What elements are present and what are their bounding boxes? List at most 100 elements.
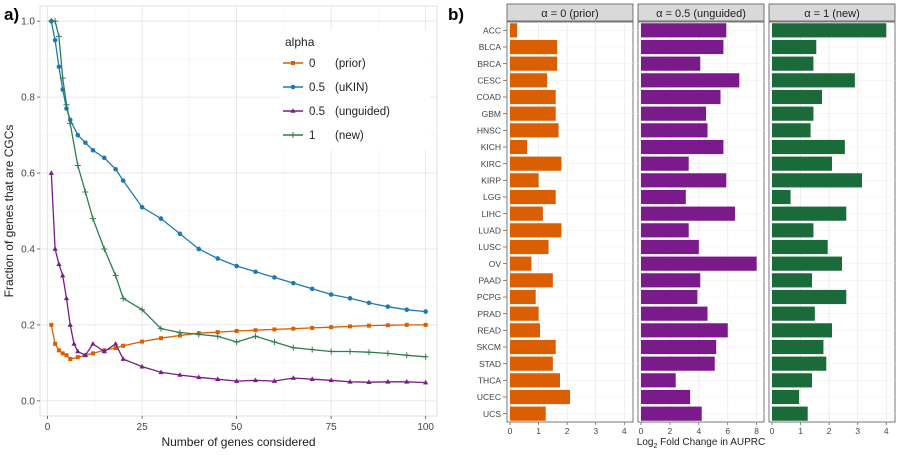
data-point-marker [60, 351, 65, 356]
data-point-marker [68, 357, 73, 362]
bar-pcpg [510, 289, 536, 305]
bar-ucec [510, 389, 570, 405]
legend-background [280, 30, 430, 150]
bar-gbm [510, 106, 556, 121]
data-point-marker [234, 378, 240, 383]
data-point-marker [56, 64, 62, 70]
data-point-marker [63, 101, 70, 108]
legend-key: 0 [309, 58, 315, 70]
legend-label: (new) [335, 130, 364, 142]
category-label: LUSC [478, 242, 501, 252]
facet-panel [506, 21, 634, 423]
bar-ov [641, 256, 757, 271]
data-point-marker [215, 256, 221, 261]
data-point-marker [404, 379, 410, 384]
data-point-marker [83, 140, 88, 145]
category-label: BRCA [477, 59, 501, 69]
bar-stad [641, 356, 715, 371]
data-point-marker [271, 378, 278, 383]
data-point-marker [196, 246, 202, 252]
bar-gbm [641, 106, 707, 121]
data-point-marker [347, 348, 354, 355]
category-label: COAD [476, 92, 501, 102]
data-point-marker [140, 339, 145, 344]
data-point-marker [404, 307, 410, 313]
data-point-marker [90, 341, 96, 346]
data-point-marker [112, 272, 119, 279]
bar-lusc [772, 239, 828, 255]
y-tick-label: 0.6 [21, 169, 35, 180]
x-tick-label: 1 [536, 426, 541, 436]
data-point-marker [309, 286, 315, 292]
data-point-marker [290, 344, 297, 351]
x-tick-label: 75 [326, 422, 338, 433]
x-tick-label: 4 [622, 426, 627, 436]
data-point-marker [309, 346, 316, 353]
data-point-marker [89, 215, 96, 222]
facet-title: α = 0.5 (unguided) [656, 8, 746, 20]
data-point-marker [253, 269, 258, 275]
data-point-marker [290, 108, 296, 113]
data-point-marker [82, 189, 89, 196]
x-tick-label: 25 [137, 422, 149, 433]
facet-title: α = 1 (new) [804, 8, 860, 20]
data-point-marker [214, 333, 221, 340]
data-point-marker [252, 333, 259, 340]
facet-strip [768, 3, 896, 22]
category-label: PRAD [477, 309, 501, 319]
y-tick-label: 0.4 [21, 244, 35, 255]
data-point-marker [52, 18, 59, 25]
data-point-marker [233, 338, 240, 345]
bar-thca [641, 373, 676, 388]
data-point-marker [366, 300, 372, 306]
x-axis-label-rest: Fold Change in AUPRC [657, 437, 765, 448]
data-point-marker [291, 280, 296, 286]
bar-acc [510, 23, 518, 38]
data-point-marker [101, 155, 107, 161]
bar-ucs [510, 406, 546, 421]
category-label: KIRC [481, 159, 501, 169]
data-point-marker [422, 353, 429, 360]
data-point-marker [75, 355, 80, 360]
data-point-marker [384, 350, 391, 357]
bar-paad [772, 273, 812, 288]
category-label: OV [489, 259, 502, 269]
data-point-marker [139, 204, 145, 210]
data-point-marker [195, 331, 202, 338]
data-point-marker [385, 379, 391, 384]
x-tick-label: 2 [565, 426, 570, 436]
bar-brca [510, 56, 558, 71]
data-point-marker [158, 336, 163, 341]
bar-skcm [641, 339, 717, 355]
category-label: READ [477, 326, 501, 336]
y-tick-label: 0.8 [21, 93, 35, 104]
facet-panel [637, 21, 765, 423]
data-point-marker [157, 325, 164, 332]
x-tick-label: 3 [855, 426, 860, 436]
x-tick-label: 100 [417, 422, 434, 433]
data-point-marker [290, 84, 296, 90]
bar-brca [641, 56, 701, 71]
bar-lusc [641, 239, 699, 255]
bar-pcpg [641, 289, 698, 305]
bar-kich [510, 139, 528, 155]
data-point-marker [52, 37, 58, 43]
category-label: HNSC [477, 126, 501, 136]
bar-kirp [510, 173, 539, 188]
data-point-marker [101, 245, 108, 252]
category-label: THCA [478, 376, 501, 386]
facet-0: α = 0 (prior) 0 1 2 3 4 [506, 3, 634, 436]
bar-acc [772, 23, 887, 38]
category-label: ACC [483, 26, 501, 36]
bar-lgg [641, 189, 686, 205]
data-point-marker [272, 275, 277, 280]
bar-lgg [772, 189, 791, 205]
category-label: UCEC [477, 392, 501, 402]
data-point-marker [56, 261, 62, 266]
bar-skcm [772, 339, 824, 355]
x-tick-label: 4 [884, 426, 889, 436]
bar-hnsc [510, 123, 559, 138]
bar-ov [772, 256, 842, 271]
data-point-marker [55, 33, 62, 40]
data-point-marker [53, 341, 58, 346]
